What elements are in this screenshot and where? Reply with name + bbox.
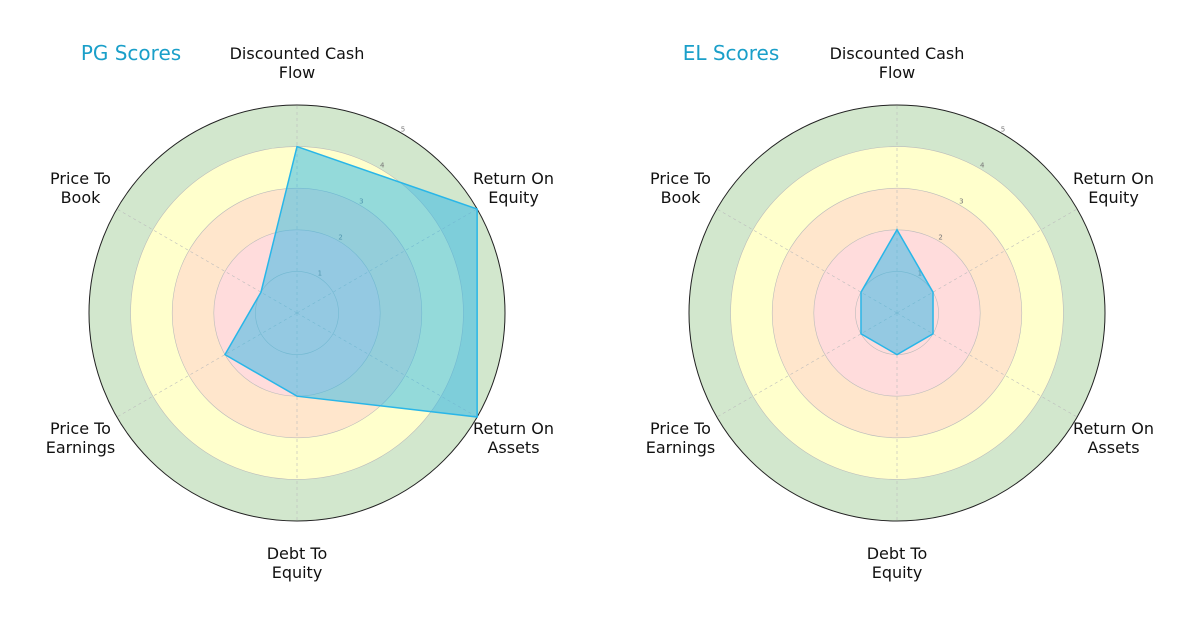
axis-label: Discounted Cash Flow <box>829 44 965 82</box>
spoke <box>716 208 898 314</box>
spoke <box>716 312 898 418</box>
r-tick-label: 5 <box>1001 125 1005 133</box>
axis-label: Price To Earnings <box>645 419 716 457</box>
axis-label: Return On Assets <box>1073 419 1154 457</box>
axis-label: Price To Book <box>650 169 711 207</box>
axis-label: Price To Earnings <box>45 419 116 457</box>
r-tick-label: 3 <box>959 197 963 205</box>
axis-label: Return On Equity <box>473 169 554 207</box>
r-tick-label: 2 <box>938 233 942 241</box>
spoke <box>896 312 1078 418</box>
spoke <box>896 208 1078 314</box>
r-tick-label: 5 <box>401 125 405 133</box>
axis-label: Debt To Equity <box>866 544 928 582</box>
chart-title: EL Scores <box>682 41 780 65</box>
score-area <box>223 145 478 418</box>
spoke <box>116 208 298 314</box>
grid-ring <box>730 146 1064 480</box>
axis-label: Return On Equity <box>1073 169 1154 207</box>
grid-ring <box>771 187 1023 439</box>
r-tick-label: 4 <box>380 161 385 169</box>
axis-label: Discounted Cash Flow <box>229 44 365 82</box>
axis-label: Debt To Equity <box>266 544 328 582</box>
axis-label: Price To Book <box>50 169 111 207</box>
outer-ring <box>88 104 506 522</box>
outer-ring <box>688 104 1106 522</box>
axis-label: Return On Assets <box>473 419 554 457</box>
spoke <box>116 312 298 418</box>
r-tick-label: 4 <box>980 161 985 169</box>
chart-title: PG Scores <box>80 41 182 65</box>
score-area <box>860 228 934 356</box>
